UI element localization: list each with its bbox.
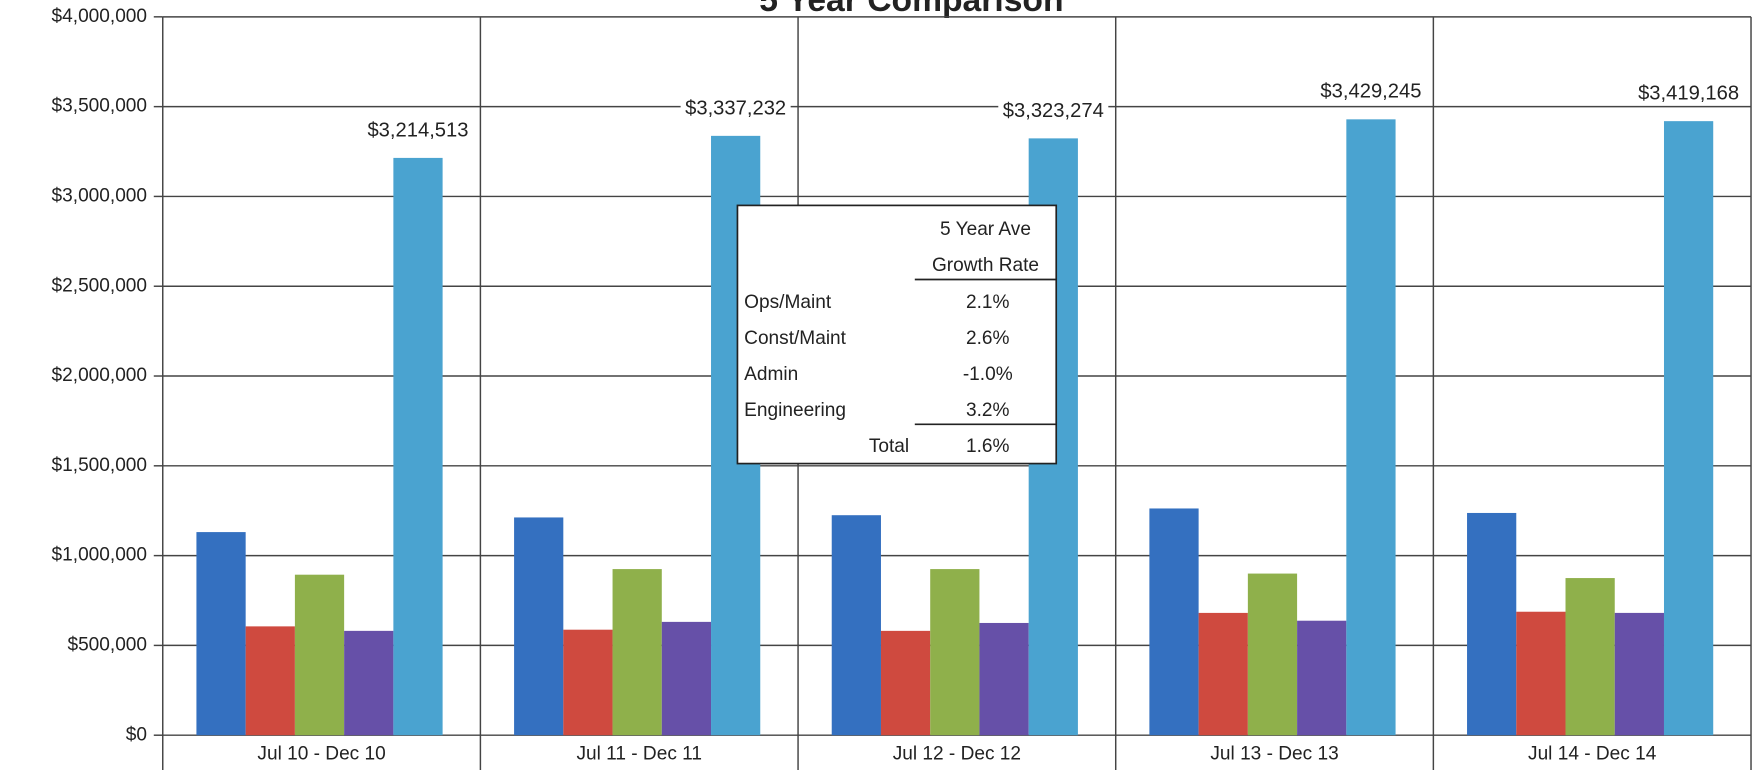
bar <box>1198 612 1248 736</box>
table-row-value: 2.6% <box>966 328 1010 349</box>
bar <box>1663 121 1714 736</box>
bar <box>612 569 662 736</box>
table-row-label: Ops/Maint <box>744 292 832 313</box>
chart-title: 5 Year Comparison <box>759 0 1063 19</box>
bar <box>979 622 1029 736</box>
value-label: $3,323,274 <box>1003 100 1104 122</box>
bar <box>880 630 931 736</box>
bar <box>1467 512 1517 736</box>
value-label: $3,337,232 <box>685 97 786 119</box>
bar <box>1614 612 1664 736</box>
bar <box>196 532 246 736</box>
table-row-value: 1.6% <box>966 436 1010 457</box>
x-tick-label: Jul 14 - Dec 14 <box>1528 743 1657 764</box>
x-tick-label: Jul 11 - Dec 11 <box>576 743 701 764</box>
y-tick-label: $500,000 <box>67 634 147 655</box>
table-header: Growth Rate <box>932 255 1039 276</box>
bar <box>393 157 443 736</box>
value-label: $3,214,513 <box>367 119 468 141</box>
table-box <box>736 204 1058 465</box>
bar <box>344 630 394 736</box>
table-row-label: Const/Maint <box>744 328 846 349</box>
bar <box>661 621 712 736</box>
table-header: 5 Year Ave <box>940 219 1031 240</box>
x-tick-label: Jul 13 - Dec 13 <box>1210 743 1338 764</box>
value-label: $3,419,168 <box>1638 83 1739 105</box>
bar <box>1247 573 1298 736</box>
table-row-value: -1.0% <box>963 364 1013 385</box>
x-tick-label: Jul 10 - Dec 10 <box>257 743 385 764</box>
bar <box>1565 578 1615 736</box>
value-label-bg <box>998 99 1109 122</box>
value-label-bg <box>1633 82 1744 105</box>
y-tick-label: $4,000,000 <box>52 6 147 27</box>
y-tick-label: $3,500,000 <box>52 96 147 117</box>
value-label: $3,429,245 <box>1320 81 1421 103</box>
table-row-value: 3.2% <box>966 400 1010 421</box>
table-row-label: Admin <box>744 364 798 385</box>
bar <box>1297 620 1347 736</box>
y-tick-label: $2,000,000 <box>52 365 147 386</box>
y-tick-label: $3,000,000 <box>52 185 147 206</box>
value-label-bg <box>680 97 791 120</box>
table-row-label: Total <box>869 436 909 457</box>
growth-table: 5 Year Ave Growth Rate Ops/Maint 2.1% Const/… <box>736 204 1058 465</box>
y-tick-label: $2,500,000 <box>52 275 147 296</box>
bar <box>294 574 345 736</box>
bar <box>563 629 613 736</box>
bar <box>1346 119 1396 736</box>
table-row-value: 2.1% <box>966 292 1010 313</box>
x-tick-label: Jul 12 - Dec 12 <box>893 743 1021 764</box>
bar <box>245 626 295 736</box>
bar <box>831 515 881 736</box>
table-row-label: Engineering <box>744 400 846 421</box>
y-tick-label: $0 <box>126 724 147 745</box>
value-label-bg <box>1315 80 1426 103</box>
value-label-bg <box>362 119 474 142</box>
bar <box>1516 611 1566 736</box>
y-tick-label: $1,500,000 <box>52 455 147 476</box>
bar <box>514 517 564 736</box>
y-tick-label: $1,000,000 <box>52 545 147 566</box>
bar <box>930 569 980 736</box>
bar <box>1149 508 1199 736</box>
